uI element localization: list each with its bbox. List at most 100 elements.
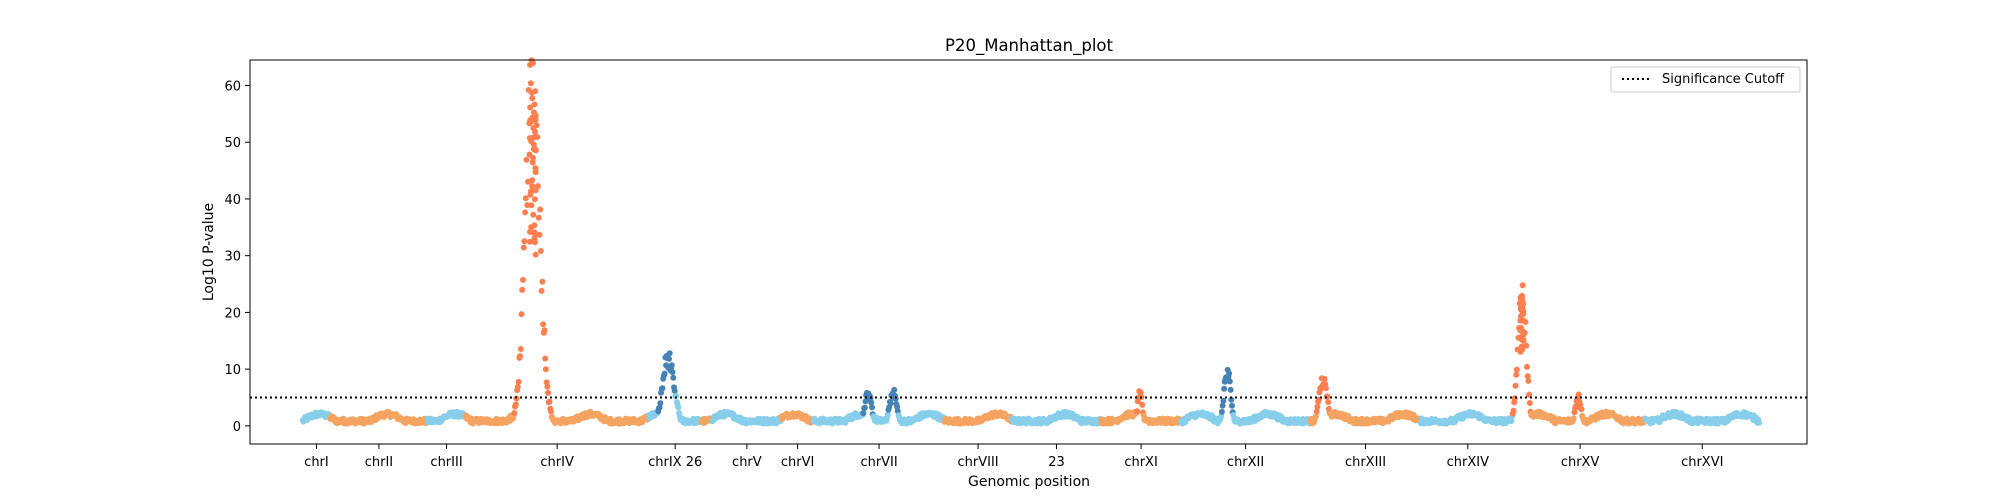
data-point (527, 228, 533, 235)
data-point (1312, 413, 1319, 420)
data-point (521, 238, 528, 245)
y-tick-label: 20 (224, 306, 241, 321)
data-point (1513, 366, 1520, 373)
data-point (891, 386, 898, 393)
data-point (529, 95, 536, 102)
data-point (1577, 401, 1584, 408)
data-point (520, 276, 526, 283)
data-point (544, 383, 551, 390)
x-tick-label: chrXII (1227, 455, 1264, 470)
data-point (511, 410, 518, 416)
y-tick-label: 50 (224, 136, 241, 151)
data-point (530, 60, 536, 66)
data-point (666, 350, 673, 357)
data-point (1313, 408, 1320, 415)
data-point (527, 80, 534, 87)
data-point (519, 286, 526, 293)
data-point (1218, 413, 1225, 420)
data-point (1575, 391, 1582, 398)
data-point (668, 362, 675, 369)
data-point (518, 311, 525, 318)
data-point (1321, 375, 1328, 382)
x-tick-label: chrVI (781, 455, 814, 470)
y-tick-label: 30 (224, 250, 241, 265)
data-point (537, 206, 544, 213)
data-point (545, 389, 552, 396)
data-point (1510, 407, 1517, 414)
data-point (1512, 382, 1519, 389)
data-point (868, 399, 875, 406)
data-point (515, 378, 522, 385)
x-tick-label: chrV (732, 455, 762, 470)
data-point (860, 410, 867, 417)
data-point (1526, 400, 1533, 406)
y-tick-label: 0 (233, 420, 241, 435)
axes-frame (249, 59, 1808, 445)
data-point (1570, 415, 1577, 422)
data-point (532, 169, 539, 176)
data-point (1519, 311, 1526, 318)
data-point (532, 231, 539, 238)
data-point (546, 398, 553, 405)
data-point (529, 183, 536, 189)
data-point (1578, 406, 1585, 413)
y-axis-title: Log10 P-value (201, 203, 217, 301)
x-tick-label: chrXV (1561, 455, 1600, 470)
data-point (526, 135, 533, 142)
data-point (861, 404, 868, 411)
data-point (532, 112, 539, 119)
y-tick-label: 60 (224, 80, 241, 95)
data-point (892, 395, 899, 402)
data-point (526, 151, 533, 158)
data-point (530, 141, 537, 148)
data-point (532, 128, 539, 135)
data-point (1526, 391, 1533, 398)
data-point (528, 89, 535, 96)
data-point (1518, 324, 1524, 331)
data-point (1134, 408, 1141, 415)
data-point (1522, 319, 1529, 325)
data-point (1508, 418, 1515, 425)
x-tick-label: chrI (304, 455, 329, 470)
x-tick-label: 23 (1048, 455, 1065, 470)
data-point (522, 209, 529, 216)
data-point (661, 370, 668, 377)
chart-title: P20_Manhattan_plot (945, 36, 1113, 56)
y-tick-label: 40 (224, 193, 241, 208)
data-point (1221, 385, 1228, 392)
data-point (532, 187, 539, 194)
y-axis: 0 10 20 30 40 50 60 (224, 80, 250, 435)
x-tick-label: chrXIII (1345, 455, 1386, 470)
legend: Significance Cutoff (1610, 66, 1801, 93)
data-point (541, 327, 548, 334)
data-point (1228, 396, 1235, 403)
data-point (532, 239, 538, 246)
data-point (522, 195, 529, 202)
data-point (512, 401, 519, 408)
data-point (671, 387, 678, 394)
data-point (1756, 419, 1762, 426)
data-point (1218, 408, 1225, 415)
data-point (542, 366, 549, 373)
data-point (1323, 385, 1329, 392)
x-tick-label: chrXVI (1681, 455, 1723, 470)
data-point (529, 159, 536, 166)
data-point (1524, 363, 1530, 370)
data-point (517, 353, 524, 360)
data-point (528, 188, 534, 195)
x-tick-label: chrXI (1124, 455, 1157, 470)
data-point (1519, 282, 1526, 289)
data-point (1325, 399, 1332, 406)
data-point (1513, 371, 1520, 378)
data-point (669, 369, 676, 376)
data-point (1518, 343, 1525, 350)
x-axis: chrI chrII chrIII chrIV chrIX 26 chrV chrVI chr… (304, 444, 1723, 470)
data-point (548, 408, 554, 415)
data-point (884, 411, 891, 418)
legend-label: Significance Cutoff (1662, 72, 1785, 87)
data-point (666, 355, 672, 362)
x-tick-label: chrXIV (1447, 455, 1489, 470)
data-point (1524, 373, 1531, 380)
data-point (1226, 378, 1233, 385)
